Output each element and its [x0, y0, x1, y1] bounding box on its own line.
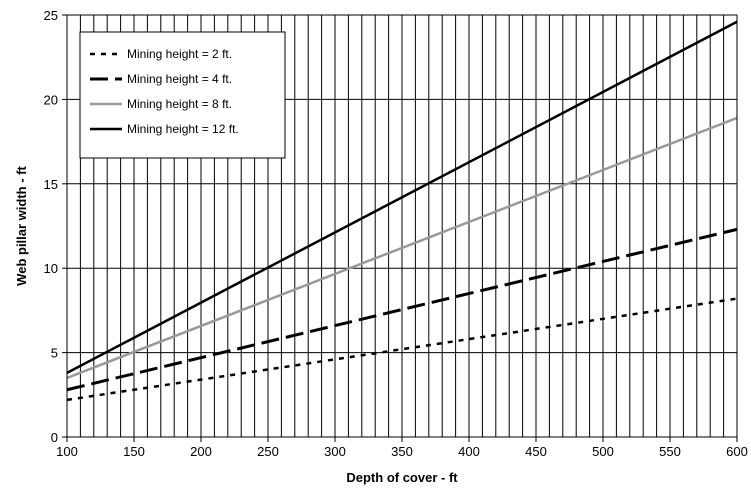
x-tick-label: 250 [257, 444, 279, 459]
series-layer [66, 20, 738, 402]
series-line-2 [66, 227, 738, 392]
legend: Mining height = 2 ft. Mining height = 4 f… [79, 31, 286, 159]
legend-label-2: Mining height = 4 ft. [127, 72, 232, 86]
series-line-4 [66, 20, 738, 374]
x-tick-label: 400 [458, 444, 480, 459]
y-tick-label: 0 [51, 430, 58, 445]
y-tick-label: 5 [51, 346, 58, 361]
legend-label-4: Mining height = 12 ft. [127, 122, 239, 136]
series-line-3 [66, 116, 738, 380]
y-tick-label: 25 [44, 8, 58, 23]
legend-label-1: Mining height = 2 ft. [127, 47, 232, 61]
x-tick-label: 500 [592, 444, 614, 459]
x-tick-label: 550 [659, 444, 681, 459]
y-tick-label: 20 [44, 92, 58, 107]
series-line-1 [66, 297, 738, 402]
x-tick-label: 300 [324, 444, 346, 459]
tick-labels: 100 150 200 250 300 350 400 450 500 550 600 0 5 10 15 2… [44, 8, 748, 459]
x-tick-label: 150 [123, 444, 145, 459]
y-tick-label: 15 [44, 177, 58, 192]
x-tick-label: 450 [525, 444, 547, 459]
x-axis-title: Depth of cover - ft [346, 470, 458, 485]
x-tick-label: 200 [190, 444, 212, 459]
y-axis-title: Web pillar width - ft [14, 166, 29, 286]
x-tick-label: 600 [726, 444, 748, 459]
x-tick-label: 350 [391, 444, 413, 459]
y-tick-label: 10 [44, 261, 58, 276]
x-tick-label: 100 [56, 444, 78, 459]
legend-label-3: Mining height = 8 ft. [127, 97, 232, 111]
